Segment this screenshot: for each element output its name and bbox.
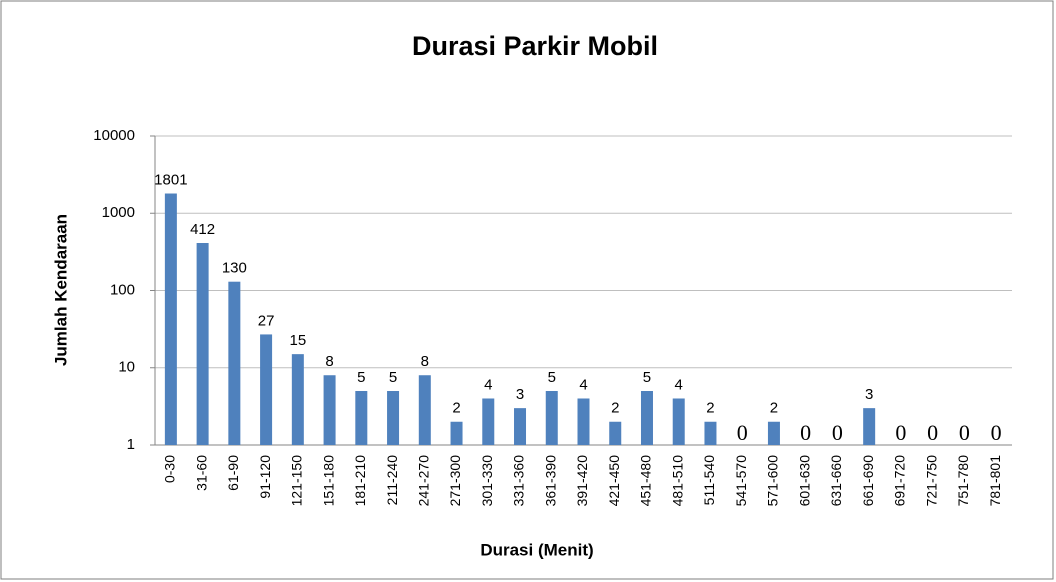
- bar: [260, 334, 273, 445]
- x-tick-label: 481-510: [669, 455, 685, 507]
- data-label: 5: [389, 369, 397, 386]
- y-tick-label: 10000: [93, 127, 135, 144]
- bar: [228, 281, 241, 445]
- data-label: 0: [737, 420, 748, 445]
- x-tick-label: 181-210: [352, 455, 368, 507]
- bar: [418, 375, 431, 445]
- x-tick-label: 691-720: [892, 455, 908, 507]
- x-axis-label: Durasi (Menit): [480, 540, 593, 559]
- data-label: 15: [289, 332, 306, 349]
- data-label: 2: [770, 400, 778, 417]
- bar: [196, 242, 209, 445]
- x-tick-label: 91-120: [257, 455, 273, 499]
- x-tick-label: 361-390: [542, 455, 558, 507]
- x-tick-label: 751-780: [955, 455, 971, 507]
- data-label: 0: [991, 420, 1002, 445]
- data-label: 4: [484, 376, 492, 393]
- data-label: 130: [222, 260, 247, 277]
- bar: [355, 391, 368, 445]
- data-label: 3: [865, 386, 873, 403]
- chart-title: Durasi Parkir Mobil: [412, 31, 658, 61]
- y-tick-label: 10: [118, 359, 135, 376]
- y-tick-label: 1: [127, 436, 135, 453]
- data-label: 3: [516, 386, 524, 403]
- data-label: 0: [800, 420, 811, 445]
- data-label: 5: [643, 369, 651, 386]
- bar: [291, 354, 304, 445]
- x-tick-label: 421-450: [606, 455, 622, 507]
- x-tick-label: 61-90: [225, 455, 241, 491]
- data-label: 0: [959, 420, 970, 445]
- y-tick-label: 100: [110, 281, 135, 298]
- x-tick-label: 541-570: [733, 455, 749, 507]
- bar: [323, 375, 336, 445]
- bar: [577, 398, 590, 445]
- data-label: 5: [548, 369, 556, 386]
- x-tick-label: 511-540: [701, 455, 717, 506]
- bar: [164, 193, 177, 445]
- bar: [672, 398, 685, 445]
- x-tick-label: 721-750: [923, 455, 939, 507]
- x-tick-label: 271-300: [447, 455, 463, 507]
- data-label: 0: [832, 420, 843, 445]
- x-tick-label: 451-480: [638, 455, 654, 507]
- x-tick-label: 241-270: [415, 455, 431, 507]
- x-tick-label: 391-420: [574, 455, 590, 507]
- x-tick-label: 331-360: [511, 455, 527, 507]
- data-label: 5: [357, 369, 365, 386]
- bar: [767, 421, 780, 445]
- x-tick-label: 211-240: [384, 455, 400, 506]
- x-tick-label: 301-330: [479, 455, 495, 507]
- data-label: 27: [258, 312, 275, 329]
- data-label: 4: [675, 376, 683, 393]
- data-label: 4: [579, 376, 587, 393]
- data-label: 2: [611, 400, 619, 417]
- data-label: 1801: [154, 171, 187, 188]
- bar: [640, 391, 653, 445]
- bar: [863, 408, 876, 445]
- x-tick-label: 31-60: [193, 455, 209, 491]
- x-tick-label: 571-600: [765, 455, 781, 507]
- data-label: 8: [421, 353, 429, 370]
- bar: [387, 391, 400, 445]
- data-label: 0: [895, 420, 906, 445]
- data-label: 8: [325, 353, 333, 370]
- x-tick-label: 661-690: [860, 455, 876, 507]
- x-tick-label: 0-30: [162, 455, 178, 483]
- x-tick-label: 631-660: [828, 455, 844, 507]
- bar: [704, 421, 717, 445]
- bar: [450, 421, 463, 445]
- x-tick-label: 151-180: [320, 455, 336, 507]
- bar: [609, 421, 622, 445]
- bar: [482, 398, 495, 445]
- data-label: 2: [706, 400, 714, 417]
- x-tick-label: 601-630: [796, 455, 812, 507]
- x-tick-label: 121-150: [289, 455, 305, 507]
- data-label: 2: [452, 400, 460, 417]
- y-tick-label: 1000: [102, 204, 135, 221]
- data-label: 0: [927, 420, 938, 445]
- x-tick-label: 781-801: [987, 455, 1003, 507]
- y-axis-label: Jumlah Kendaraan: [51, 214, 70, 366]
- bar: [514, 408, 527, 445]
- data-label: 412: [190, 221, 215, 238]
- bar: [545, 391, 558, 445]
